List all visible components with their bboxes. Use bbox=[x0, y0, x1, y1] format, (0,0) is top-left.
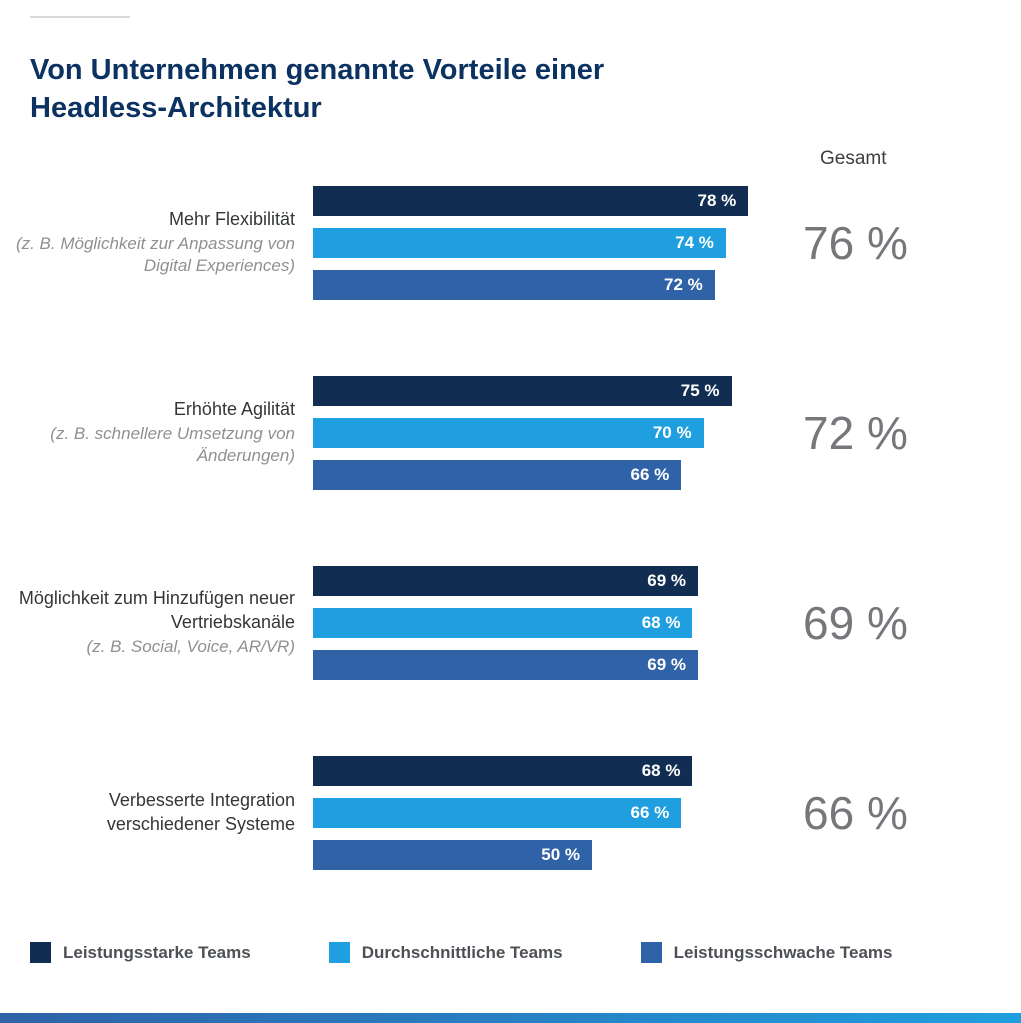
bar-value-label: 70 % bbox=[652, 423, 692, 442]
category-label: Möglichkeit zum Hinzufügen neuer Vertrie… bbox=[18, 588, 295, 633]
total-value: 72 % bbox=[803, 407, 908, 459]
bar-leistungsschwache-teams: 72 % bbox=[313, 270, 715, 300]
category-label: Verbesserte Integration verschiedener Sy… bbox=[106, 790, 295, 834]
category-label-block: Erhöhte Agilität (z. B. schnellere Umset… bbox=[0, 398, 313, 468]
bar-value-label: 69 % bbox=[647, 655, 687, 674]
legend-item-leistungsstarke: Leistungsstarke Teams bbox=[30, 942, 251, 963]
category-label-block: Mehr Flexibilität (z. B. Möglichkeit zur… bbox=[0, 208, 313, 278]
bar-leistungsstarke-teams: 69 % bbox=[313, 566, 699, 596]
category-sublabel: (z. B. Social, Voice, AR/VR) bbox=[86, 637, 295, 657]
bar-group: Erhöhte Agilität (z. B. schnellere Umset… bbox=[0, 376, 1021, 490]
legend-label: Durchschnittliche Teams bbox=[361, 942, 563, 962]
legend-item-durchschnittliche: Durchschnittliche Teams bbox=[328, 942, 563, 963]
bar-leistungsstarke-teams: 78 % bbox=[313, 186, 749, 216]
bottom-accent-bar bbox=[0, 1013, 1021, 1023]
gesamt-column-header: Gesamt bbox=[820, 148, 887, 169]
bar-chart: Mehr Flexibilität (z. B. Möglichkeit zur… bbox=[0, 186, 1021, 870]
legend: Leistungsstarke Teams Durchschnittliche … bbox=[30, 942, 893, 963]
category-label: Erhöhte Agilität bbox=[173, 399, 295, 420]
total-value: 66 % bbox=[803, 787, 908, 839]
bar-leistungsstarke-teams: 68 % bbox=[313, 756, 693, 786]
bar-value-label: 78 % bbox=[697, 191, 737, 210]
legend-swatch-icon bbox=[640, 942, 662, 963]
bar-value-label: 66 % bbox=[630, 465, 670, 484]
bar-leistungsstarke-teams: 75 % bbox=[313, 376, 732, 406]
legend-item-leistungsschwache: Leistungsschwache Teams bbox=[640, 942, 893, 963]
bar-durchschnittliche-teams: 74 % bbox=[313, 228, 726, 258]
bar-leistungsschwache-teams: 50 % bbox=[313, 840, 592, 870]
bar-durchschnittliche-teams: 68 % bbox=[313, 608, 693, 638]
bar-value-label: 75 % bbox=[680, 381, 720, 400]
bar-value-label: 68 % bbox=[641, 613, 681, 632]
bar-value-label: 74 % bbox=[675, 233, 714, 252]
bar-value-label: 66 % bbox=[630, 803, 670, 822]
bar-durchschnittliche-teams: 70 % bbox=[313, 418, 704, 448]
category-sublabel: (z. B. schnellere Umsetzung von Änderung… bbox=[50, 424, 295, 466]
bar-group: Verbesserte Integration verschiedener Sy… bbox=[0, 756, 1021, 870]
bars-column: 78 % 74 % 72 % bbox=[313, 186, 871, 300]
bar-value-label: 50 % bbox=[541, 845, 580, 864]
category-sublabel: (z. B. Möglichkeit zur Anpassung von Dig… bbox=[15, 234, 295, 276]
legend-label: Leistungsschwache Teams bbox=[673, 942, 893, 962]
bar-value-label: 68 % bbox=[641, 761, 681, 780]
bar-value-label: 72 % bbox=[664, 275, 703, 294]
bars-column: 69 % 68 % 69 % bbox=[313, 566, 871, 680]
bar-durchschnittliche-teams: 66 % bbox=[313, 798, 682, 828]
chart-title: Von Unternehmen genannte Vorteile einer … bbox=[30, 54, 605, 124]
legend-swatch-icon bbox=[328, 942, 350, 963]
top-divider bbox=[30, 16, 130, 18]
category-label-block: Verbesserte Integration verschiedener Sy… bbox=[0, 789, 313, 837]
bar-group: Mehr Flexibilität (z. B. Möglichkeit zur… bbox=[0, 186, 1021, 300]
bars-column: 75 % 70 % 66 % bbox=[313, 376, 871, 490]
total-value: 76 % bbox=[803, 217, 908, 269]
bar-value-label: 69 % bbox=[647, 571, 687, 590]
category-label-block: Möglichkeit zum Hinzufügen neuer Vertrie… bbox=[0, 587, 313, 658]
legend-swatch-icon bbox=[30, 942, 51, 963]
bar-leistungsschwache-teams: 69 % bbox=[313, 650, 699, 680]
legend-label: Leistungsstarke Teams bbox=[63, 942, 251, 962]
bar-leistungsschwache-teams: 66 % bbox=[313, 460, 682, 490]
bars-column: 68 % 66 % 50 % bbox=[313, 756, 871, 870]
total-value: 69 % bbox=[803, 597, 908, 649]
category-label: Mehr Flexibilität bbox=[168, 209, 295, 230]
bar-group: Möglichkeit zum Hinzufügen neuer Vertrie… bbox=[0, 566, 1021, 680]
